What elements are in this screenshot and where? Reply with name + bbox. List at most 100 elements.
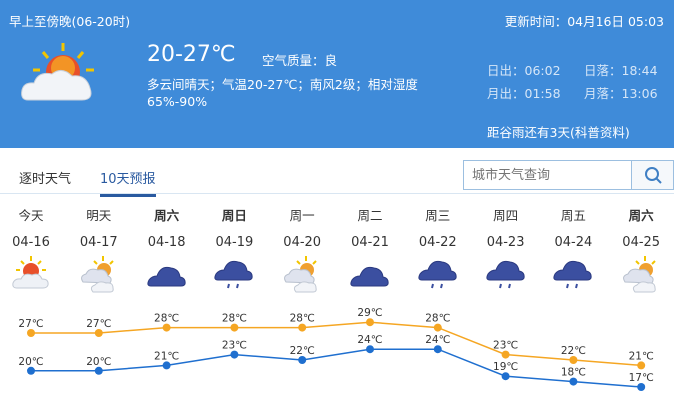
overcast-icon bbox=[350, 266, 389, 287]
high-temp-point bbox=[637, 361, 646, 370]
rain-icon bbox=[214, 260, 254, 289]
temp-range: 20-27℃ bbox=[147, 42, 236, 67]
day-date: 04-24 bbox=[554, 235, 593, 250]
high-temp-point bbox=[366, 318, 374, 327]
day-date: 04-18 bbox=[147, 235, 186, 250]
high-temp-point bbox=[94, 329, 103, 337]
forecast-day: 今天 04-16 bbox=[1, 205, 61, 298]
low-temp-point bbox=[637, 383, 646, 391]
day-name: 周六 bbox=[628, 208, 654, 223]
weather-description: 多云间晴天；气温20-27℃；南风2级；相对湿度 bbox=[147, 77, 418, 92]
partly-cloudy-icon bbox=[21, 43, 94, 101]
high-temp-label: 28℃ bbox=[290, 313, 315, 325]
high-temp-label: 27℃ bbox=[18, 318, 43, 330]
forecast-day: 周日 04-19 bbox=[204, 205, 264, 298]
sun-cloud-icon bbox=[12, 256, 49, 289]
day-date: 04-17 bbox=[79, 235, 118, 250]
day-date: 04-23 bbox=[486, 235, 525, 250]
low-temp-point bbox=[501, 372, 510, 381]
humidity: 65%-90% bbox=[147, 94, 208, 109]
day-date: 04-21 bbox=[351, 235, 389, 250]
high-temp-label: 21℃ bbox=[629, 350, 654, 362]
day-name: 周五 bbox=[560, 208, 586, 223]
cloud-sun-icon bbox=[623, 256, 656, 293]
day-date: 04-19 bbox=[215, 235, 254, 250]
search-input[interactable] bbox=[464, 161, 631, 189]
solar-term-link[interactable]: 距谷雨还有3天(科普资料) bbox=[487, 125, 630, 140]
low-temp-point bbox=[27, 366, 35, 375]
forecast-day: 周六 04-25 bbox=[611, 205, 671, 298]
day-date: 04-22 bbox=[418, 235, 457, 250]
high-temp-line bbox=[31, 321, 642, 367]
low-temp-point bbox=[298, 356, 307, 364]
low-temp-point bbox=[366, 345, 374, 354]
period-label: 早上至傍晚(06-20时) bbox=[9, 14, 131, 29]
sunrise: 日出：06:02 bbox=[487, 63, 561, 78]
low-temp-point bbox=[94, 366, 103, 375]
forecast-day: 周四 04-23 bbox=[476, 205, 536, 298]
high-temp-point bbox=[230, 323, 239, 332]
low-temp-label: 18℃ bbox=[561, 367, 586, 379]
search-button[interactable] bbox=[631, 161, 673, 189]
tab-10day[interactable]: 10天预报 bbox=[100, 168, 156, 197]
tab-hourly[interactable]: 逐时天气 bbox=[19, 172, 72, 187]
overcast-icon bbox=[146, 266, 186, 287]
day-date: 04-16 bbox=[12, 235, 50, 250]
moonrise: 月出：01:58 bbox=[487, 86, 561, 101]
forecast-day: 周三 04-22 bbox=[408, 205, 468, 298]
day-name: 今天 bbox=[18, 208, 44, 223]
low-temp-label: 22℃ bbox=[290, 345, 315, 357]
high-temp-point bbox=[501, 350, 510, 359]
high-temp-label: 29℃ bbox=[357, 307, 382, 319]
high-temp-label: 28℃ bbox=[154, 313, 179, 325]
cloud-sun-icon bbox=[284, 256, 317, 293]
low-temp-label: 19℃ bbox=[493, 361, 518, 373]
low-temp-label: 21℃ bbox=[154, 350, 179, 362]
day-name: 周一 bbox=[289, 208, 315, 223]
forecast-day: 周五 04-24 bbox=[543, 205, 603, 298]
forecast-day: 明天 04-17 bbox=[69, 205, 129, 298]
low-temp-line bbox=[31, 348, 642, 388]
air-quality: 空气质量：良 bbox=[262, 53, 338, 68]
low-temp-point bbox=[433, 345, 442, 354]
day-date: 04-25 bbox=[622, 235, 661, 250]
high-temp-point bbox=[569, 356, 578, 364]
temperature-chart: 27℃ 27℃ 28℃ 28℃ 28℃ 29℃ 28℃ 23℃ 22℃ 21℃ 20℃ 20℃ 21℃ 2… bbox=[18, 307, 654, 391]
high-temp-label: 27℃ bbox=[86, 318, 111, 330]
high-temp-label: 28℃ bbox=[222, 313, 247, 325]
low-temp-point bbox=[569, 377, 578, 386]
low-temp-label: 24℃ bbox=[357, 334, 382, 346]
forecast-day: 周二 04-21 bbox=[340, 205, 400, 298]
low-temp-point bbox=[230, 350, 239, 359]
city-search bbox=[463, 160, 674, 190]
high-temp-label: 23℃ bbox=[493, 340, 518, 352]
high-temp-point bbox=[433, 323, 442, 332]
day-date: 04-20 bbox=[283, 235, 322, 250]
moonset: 月落：13:06 bbox=[584, 86, 658, 101]
low-temp-point bbox=[162, 361, 171, 370]
update-time: 更新时间：04月16日 05:03 bbox=[504, 14, 664, 29]
low-temp-label: 20℃ bbox=[18, 356, 43, 368]
low-temp-label: 17℃ bbox=[629, 372, 654, 384]
low-temp-label: 24℃ bbox=[425, 334, 450, 346]
high-temp-point bbox=[298, 323, 307, 332]
high-temp-label: 28℃ bbox=[425, 313, 450, 325]
day-name: 明天 bbox=[86, 208, 112, 223]
day-name: 周二 bbox=[357, 208, 383, 223]
day-name: 周日 bbox=[221, 208, 247, 223]
rain-icon bbox=[485, 260, 525, 289]
day-name: 周六 bbox=[154, 208, 180, 223]
forecast-day: 周六 04-18 bbox=[137, 205, 197, 298]
forecast-tabs: 逐时天气 10天预报 bbox=[0, 160, 674, 197]
sunset: 日落：18:44 bbox=[584, 63, 658, 78]
search-icon bbox=[644, 167, 662, 184]
high-temp-label: 22℃ bbox=[561, 345, 586, 357]
forecast-day: 周一 04-20 bbox=[272, 205, 332, 298]
cloud-sun-icon bbox=[80, 256, 114, 293]
day-name: 周四 bbox=[493, 208, 519, 223]
weather-header: 早上至傍晚(06-20时) 更新时间：04月16日 05:03 20-27℃ 空… bbox=[0, 0, 674, 148]
low-temp-label: 23℃ bbox=[222, 340, 247, 352]
day-name: 周三 bbox=[425, 208, 451, 223]
rain-icon bbox=[418, 260, 457, 289]
high-temp-point bbox=[162, 323, 171, 332]
